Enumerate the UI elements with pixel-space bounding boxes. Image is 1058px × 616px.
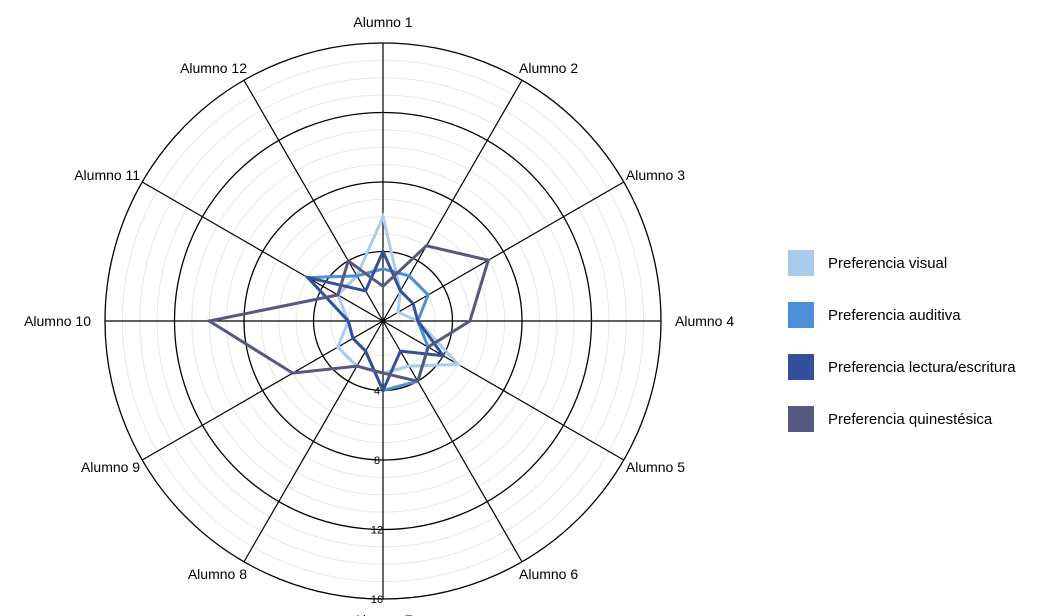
legend: Preferencia visual Preferencia auditiva … — [788, 250, 1016, 458]
category-label: Alumno 10 — [24, 313, 91, 329]
category-labels: Alumno 1 Alumno 2 Alumno 3 Alumno 4 Alumno 5… — [24, 14, 734, 616]
legend-swatch — [788, 354, 814, 380]
legend-label: Preferencia lectura/escritura — [828, 358, 1016, 376]
category-label: Alumno 8 — [188, 566, 247, 582]
spoke-line — [243, 320, 384, 563]
legend-label: Preferencia quinestésica — [828, 410, 993, 428]
series-line-4 — [205, 244, 491, 383]
category-label: Alumno 5 — [626, 459, 685, 475]
radial-tick-labels: 4 8 12 16 — [371, 386, 383, 607]
spoke-line — [141, 181, 384, 322]
spoke-line — [141, 320, 384, 461]
category-label: Alumno 12 — [180, 60, 247, 76]
category-label: Alumno 2 — [519, 60, 578, 76]
category-label: Alumno 3 — [626, 167, 685, 183]
legend-label: Preferencia auditiva — [828, 306, 961, 324]
radar-spokes — [105, 43, 661, 599]
legend-swatch — [788, 406, 814, 432]
radial-tick-label: 4 — [374, 386, 380, 398]
category-label: Alumno 9 — [81, 459, 140, 475]
spoke-line — [243, 79, 384, 322]
legend-item-visual: Preferencia visual — [788, 250, 1016, 276]
legend-item-lectura: Preferencia lectura/escritura — [788, 354, 1016, 380]
radial-tick-label: 16 — [371, 594, 383, 606]
radial-tick-label: 12 — [371, 525, 383, 537]
spoke-line — [382, 79, 523, 322]
spoke-line — [382, 181, 625, 322]
legend-item-quinestesica: Preferencia quinestésica — [788, 406, 1016, 432]
category-label: Alumno 1 — [353, 14, 412, 30]
legend-item-auditiva: Preferencia auditiva — [788, 302, 1016, 328]
category-label: Alumno 7 — [353, 612, 412, 616]
category-label: Alumno 6 — [519, 566, 578, 582]
spoke-line — [382, 320, 625, 461]
category-label: Alumno 4 — [675, 313, 734, 329]
spoke-line — [382, 320, 523, 563]
legend-label: Preferencia visual — [828, 254, 948, 272]
legend-swatch — [788, 250, 814, 276]
radar-series — [205, 212, 491, 395]
legend-swatch — [788, 302, 814, 328]
radial-tick-label: 8 — [374, 455, 380, 467]
category-label: Alumno 11 — [74, 167, 140, 183]
